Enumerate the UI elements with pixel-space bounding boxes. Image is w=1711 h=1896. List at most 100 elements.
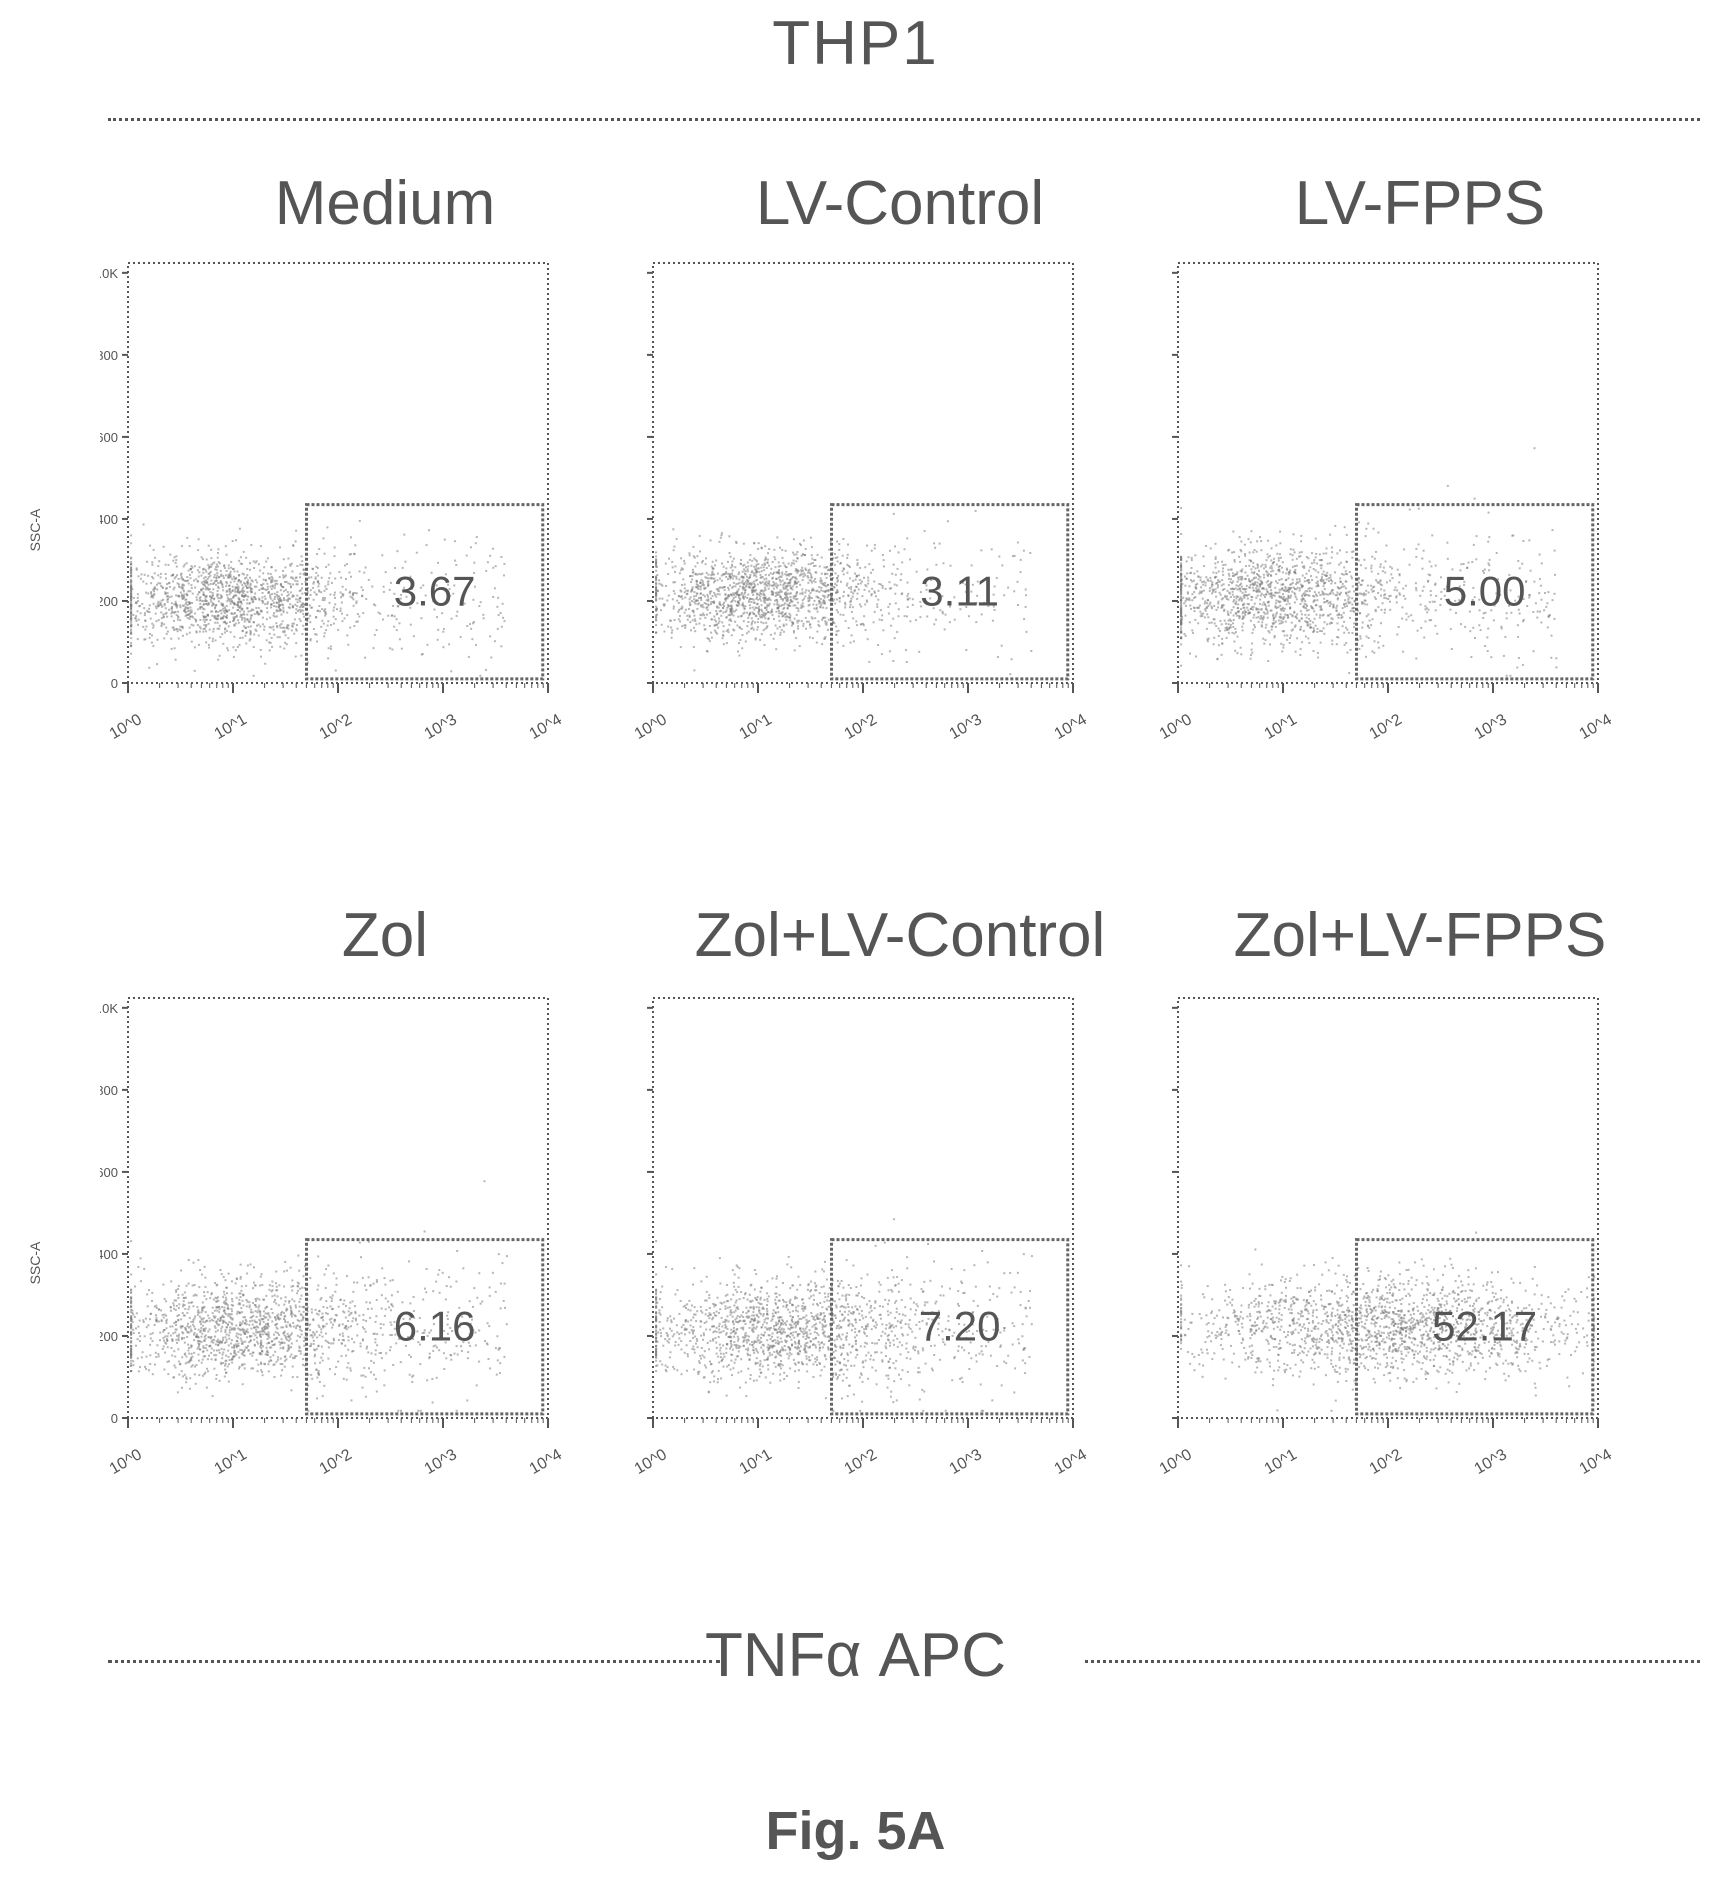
event-dot xyxy=(1351,577,1353,580)
event-dot xyxy=(1233,599,1235,602)
event-dot xyxy=(733,629,736,632)
event-dot xyxy=(241,595,244,597)
event-dot xyxy=(1255,590,1258,592)
event-dot xyxy=(1257,611,1260,614)
event-dot xyxy=(825,623,828,626)
event-dot xyxy=(301,606,304,608)
event-dot xyxy=(664,562,667,565)
event-dot xyxy=(1424,605,1427,608)
event-dot xyxy=(222,642,225,645)
event-dot xyxy=(356,613,359,615)
event-dot xyxy=(727,614,730,617)
event-dot xyxy=(1239,590,1242,593)
event-dot xyxy=(679,620,682,623)
event-dot xyxy=(782,586,785,589)
event-dot xyxy=(1329,576,1332,579)
event-dot xyxy=(1241,625,1244,628)
event-dot xyxy=(186,536,189,539)
event-dot xyxy=(693,618,696,621)
event-dot xyxy=(472,598,475,601)
event-dot xyxy=(844,603,847,606)
event-dot xyxy=(1345,551,1348,554)
event-dot xyxy=(244,634,247,637)
event-dot xyxy=(754,606,757,609)
event-dot xyxy=(1379,563,1382,566)
event-dot xyxy=(243,625,246,628)
event-dot xyxy=(933,542,936,545)
event-dot xyxy=(151,561,154,564)
event-dot xyxy=(1384,571,1387,574)
event-dot xyxy=(661,597,664,600)
event-dot xyxy=(1312,630,1314,633)
event-dot xyxy=(188,601,191,604)
event-dot xyxy=(192,624,195,627)
event-dot xyxy=(1326,562,1329,565)
event-dot xyxy=(1275,611,1278,614)
event-dot xyxy=(1221,560,1224,563)
event-dot xyxy=(1270,594,1273,597)
event-dot xyxy=(788,602,791,605)
event-dot xyxy=(1289,594,1292,597)
event-dot xyxy=(1321,573,1324,576)
event-dot xyxy=(1239,569,1242,572)
event-dot xyxy=(763,583,766,586)
event-dot xyxy=(681,625,684,628)
event-dot xyxy=(187,582,190,585)
event-dot xyxy=(334,669,337,672)
event-dot xyxy=(214,639,217,642)
event-dot xyxy=(1274,586,1277,589)
event-dot xyxy=(1303,594,1306,597)
event-dot xyxy=(135,567,138,570)
event-dot xyxy=(1360,601,1363,604)
event-dot xyxy=(1241,598,1243,601)
event-dot xyxy=(1536,610,1539,613)
event-dot xyxy=(1233,588,1235,591)
event-dot xyxy=(1303,592,1306,595)
event-dot xyxy=(733,593,735,596)
event-dot xyxy=(759,615,762,618)
event-dot xyxy=(1402,650,1405,653)
event-dot xyxy=(866,600,869,603)
event-dot xyxy=(761,581,764,584)
event-dot xyxy=(387,614,390,617)
event-dot xyxy=(1180,589,1183,592)
event-dot xyxy=(791,621,794,624)
event-dot xyxy=(819,579,822,582)
event-dot xyxy=(695,583,698,586)
event-dot xyxy=(760,616,763,619)
event-dot xyxy=(222,577,225,579)
event-dot xyxy=(847,543,849,546)
event-dot xyxy=(215,583,217,586)
event-dot xyxy=(216,593,219,596)
event-dot xyxy=(687,589,690,592)
event-dot xyxy=(1266,612,1269,615)
event-dot xyxy=(888,603,891,606)
event-dot xyxy=(690,581,693,584)
event-dot xyxy=(1259,598,1262,601)
event-dot xyxy=(731,569,734,572)
event-dot xyxy=(1268,554,1271,557)
event-dot xyxy=(859,566,862,569)
event-dot xyxy=(785,599,788,602)
event-dot xyxy=(919,591,922,594)
event-dot xyxy=(1414,582,1417,585)
event-dot xyxy=(764,596,767,599)
event-dot xyxy=(764,557,767,560)
event-dot xyxy=(297,598,300,601)
event-dot xyxy=(727,631,730,634)
event-dot xyxy=(1492,619,1495,622)
event-dot xyxy=(823,595,826,598)
event-dot xyxy=(1389,579,1392,582)
event-dot xyxy=(1342,611,1345,614)
event-dot xyxy=(299,600,302,603)
event-dot xyxy=(760,570,763,573)
event-dot xyxy=(470,627,473,630)
event-dot xyxy=(216,621,219,624)
event-dot xyxy=(1374,598,1377,600)
event-dot xyxy=(163,623,166,626)
event-dot xyxy=(390,581,392,584)
event-dot xyxy=(312,1331,315,1334)
event-dot xyxy=(246,574,249,577)
event-dot xyxy=(730,601,733,603)
event-dot xyxy=(834,602,837,605)
